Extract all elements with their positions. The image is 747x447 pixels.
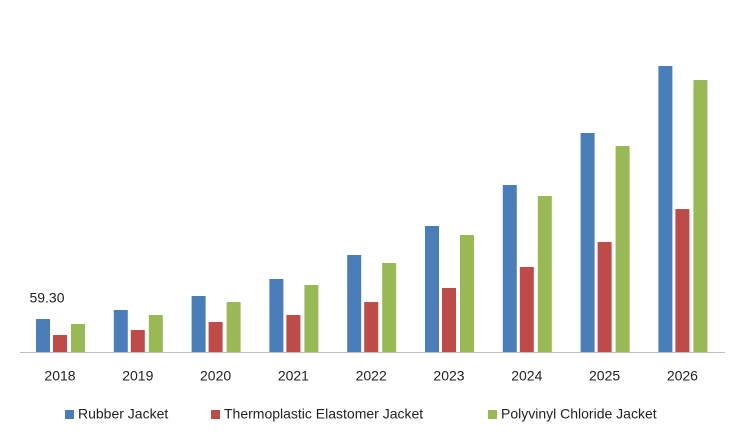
bar <box>113 309 128 352</box>
bar <box>191 296 206 352</box>
bar <box>502 184 517 352</box>
x-tick-label: 2023 <box>433 368 464 384</box>
legend-swatch <box>211 410 220 419</box>
bar <box>208 322 223 352</box>
bar <box>442 287 456 352</box>
bar <box>615 145 630 352</box>
bar <box>693 80 708 352</box>
x-tick-label: 2019 <box>122 368 153 384</box>
legend-swatch <box>488 410 497 419</box>
x-tick-label: 2020 <box>200 368 231 384</box>
legend-label: Thermoplastic Elastomer Jacket <box>224 406 423 422</box>
x-tick-label: 2018 <box>44 368 75 384</box>
legend-swatch <box>65 410 74 419</box>
legend-label: Rubber Jacket <box>78 406 168 422</box>
x-tick-label: 2021 <box>278 368 309 384</box>
x-tick-label: 2025 <box>589 368 620 384</box>
bar <box>347 254 362 352</box>
bar <box>71 324 85 352</box>
bar <box>364 302 379 352</box>
bar <box>675 209 690 352</box>
data-label: 59.30 <box>29 290 64 306</box>
bar <box>148 314 163 352</box>
bar <box>53 335 67 352</box>
bar <box>382 263 397 352</box>
bar <box>519 267 534 352</box>
bar <box>304 284 319 352</box>
legend-label: Polyvinyl Chloride Jacket <box>501 406 657 422</box>
bar <box>425 226 439 352</box>
bar <box>36 318 50 352</box>
x-tick-label: 2024 <box>511 368 542 384</box>
bar <box>269 278 284 352</box>
bar <box>537 196 552 352</box>
bar <box>286 314 301 352</box>
bar <box>226 302 241 352</box>
bar <box>130 330 145 352</box>
bar <box>580 133 595 352</box>
bar <box>658 66 673 352</box>
x-tick-label: 2026 <box>667 368 698 384</box>
x-tick-label: 2022 <box>356 368 387 384</box>
bar <box>460 235 474 352</box>
bar <box>597 242 612 352</box>
